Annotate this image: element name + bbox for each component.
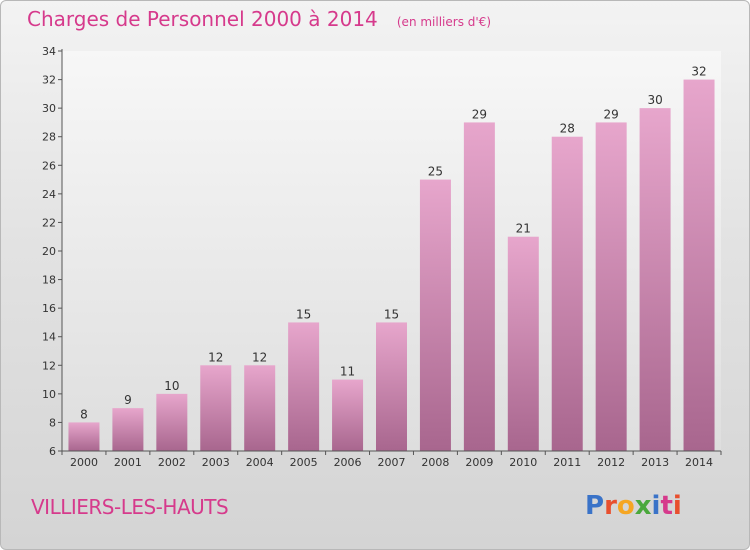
y-tick-label: 24 bbox=[42, 188, 56, 201]
logo-letter: i bbox=[672, 491, 682, 521]
y-tick-label: 28 bbox=[42, 131, 56, 144]
x-tick-label: 2009 bbox=[465, 456, 493, 469]
bar-2004 bbox=[244, 365, 276, 451]
bar-2014 bbox=[683, 79, 715, 452]
chart-subtitle: (en milliers d'€) bbox=[396, 15, 491, 29]
logo-letter: t bbox=[660, 491, 673, 521]
bar-2000 bbox=[68, 422, 100, 451]
x-tick-label: 2004 bbox=[246, 456, 274, 469]
chart-title-block: Charges de Personnel 2000 à 2014 (en mil… bbox=[27, 7, 491, 31]
x-tick-label: 2006 bbox=[334, 456, 362, 469]
y-tick-label: 14 bbox=[42, 331, 56, 344]
place-name: VILLIERS-LES-HAUTS bbox=[31, 495, 229, 519]
bar-value-label: 8 bbox=[80, 407, 88, 421]
chart-title: Charges de Personnel 2000 à 2014 bbox=[27, 7, 378, 31]
bar-2010 bbox=[507, 236, 539, 451]
y-tick-label: 26 bbox=[42, 159, 56, 172]
x-tick-label: 2012 bbox=[597, 456, 625, 469]
bar-2005 bbox=[288, 322, 320, 451]
bar-value-label: 10 bbox=[164, 379, 179, 393]
bar-2007 bbox=[376, 322, 407, 451]
bar-value-label: 15 bbox=[296, 307, 311, 321]
x-tick-label: 2002 bbox=[158, 456, 186, 469]
bar-value-label: 12 bbox=[208, 350, 223, 364]
bar-value-label: 11 bbox=[340, 365, 355, 379]
bar-2001 bbox=[112, 408, 144, 451]
bar-value-label: 30 bbox=[647, 93, 662, 107]
x-tick-label: 2003 bbox=[202, 456, 230, 469]
bar-value-label: 21 bbox=[516, 222, 531, 236]
y-tick-label: 6 bbox=[49, 445, 56, 458]
y-tick-label: 20 bbox=[42, 245, 56, 258]
x-tick-label: 2014 bbox=[685, 456, 713, 469]
bar-2009 bbox=[463, 122, 495, 451]
logo-letter: r bbox=[604, 491, 617, 521]
x-tick-label: 2001 bbox=[114, 456, 142, 469]
bar-2002 bbox=[156, 393, 188, 451]
logo-letter: o bbox=[616, 491, 635, 521]
x-tick-label: 2005 bbox=[290, 456, 318, 469]
bar-2011 bbox=[551, 136, 583, 451]
y-tick-label: 8 bbox=[49, 416, 56, 429]
y-tick-label: 30 bbox=[42, 102, 56, 115]
bar-value-label: 29 bbox=[604, 107, 619, 121]
bar-value-label: 12 bbox=[252, 350, 267, 364]
bar-2008 bbox=[419, 179, 451, 452]
x-tick-label: 2008 bbox=[421, 456, 449, 469]
bar-2012 bbox=[595, 122, 627, 451]
bar-2013 bbox=[639, 108, 671, 452]
bar-value-label: 25 bbox=[428, 165, 443, 179]
x-tick-label: 2000 bbox=[70, 456, 98, 469]
bar-2003 bbox=[200, 365, 232, 451]
y-tick-label: 10 bbox=[42, 388, 56, 401]
logo-letter: i bbox=[651, 491, 661, 521]
logo-letter: P bbox=[585, 491, 605, 521]
bar-value-label: 32 bbox=[691, 65, 706, 79]
y-tick-label: 18 bbox=[42, 274, 56, 287]
bar-value-label: 29 bbox=[472, 107, 487, 121]
bar-value-label: 28 bbox=[560, 122, 575, 136]
bar-value-label: 15 bbox=[384, 307, 399, 321]
bar-value-label: 9 bbox=[124, 393, 132, 407]
y-tick-label: 16 bbox=[42, 302, 56, 315]
logo-letter: x bbox=[634, 491, 652, 521]
x-tick-label: 2011 bbox=[553, 456, 581, 469]
y-tick-label: 34 bbox=[42, 45, 56, 58]
x-tick-label: 2010 bbox=[509, 456, 537, 469]
y-tick-label: 22 bbox=[42, 216, 56, 229]
bar-2006 bbox=[332, 379, 364, 451]
x-tick-label: 2013 bbox=[641, 456, 669, 469]
x-tick-label: 2007 bbox=[378, 456, 406, 469]
y-tick-label: 32 bbox=[42, 74, 56, 87]
proxiti-logo: Proxiti bbox=[585, 491, 682, 521]
y-tick-label: 12 bbox=[42, 359, 56, 372]
